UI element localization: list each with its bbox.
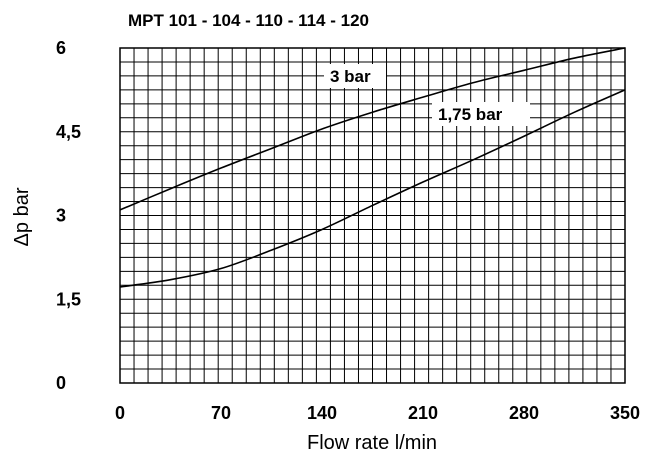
- chart-title: MPT 101 - 104 - 110 - 114 - 120: [128, 11, 369, 30]
- y-axis-label: Δp bar: [11, 187, 33, 246]
- x-tick-label: 0: [115, 403, 125, 423]
- series-labels: 3 bar 1,75 bar: [324, 64, 530, 126]
- x-tick-label: 350: [610, 403, 640, 423]
- plot-grid: [120, 48, 625, 383]
- series-label-background: [324, 64, 386, 88]
- x-tick-label: 280: [509, 403, 539, 423]
- x-tick-label: 140: [307, 403, 337, 423]
- label-3-bar: 3 bar: [330, 67, 371, 86]
- y-tick-label: 6: [56, 38, 66, 58]
- curve-1-75-bar: [119, 89, 626, 288]
- y-tick-labels: 0 1,5 3 4,5 6: [56, 38, 81, 393]
- label-1-75-bar: 1,75 bar: [438, 105, 503, 124]
- y-tick-label: 4,5: [56, 122, 81, 142]
- x-axis-label: Flow rate l/min: [307, 432, 437, 454]
- plot-curves: [119, 47, 626, 288]
- plot-frame: [119, 47, 626, 384]
- series-label-background: [432, 102, 530, 126]
- y-tick-label: 3: [56, 206, 66, 226]
- x-tick-label: 210: [408, 403, 438, 423]
- x-tick-labels: 0 70 140 210 280 350: [115, 403, 640, 423]
- x-tick-label: 70: [211, 403, 231, 423]
- y-tick-label: 0: [56, 373, 66, 393]
- y-tick-label: 1,5: [56, 289, 81, 309]
- curve-3-bar: [119, 47, 626, 211]
